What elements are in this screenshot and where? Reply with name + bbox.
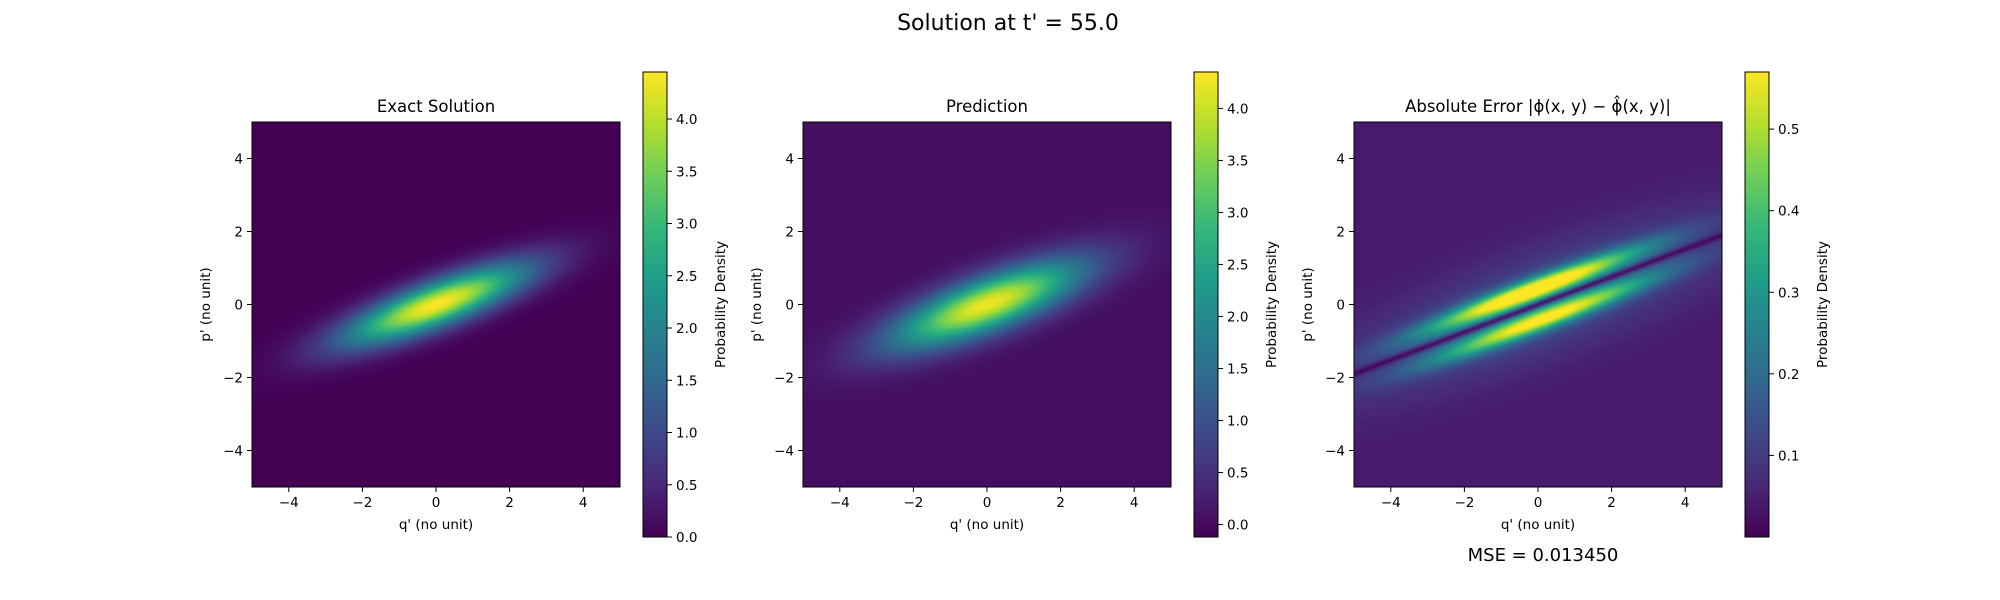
colorbar-tick-label: 2.5 — [1227, 257, 1248, 273]
x-axis-label: q' (no unit) — [399, 517, 473, 533]
y-tick-label: 0 — [1336, 298, 1345, 314]
y-tick-label: −2 — [223, 371, 243, 387]
colorbar-tick-label: 1.5 — [1227, 361, 1248, 377]
y-tick-label: −2 — [1325, 371, 1345, 387]
panel-title: Exact Solution — [377, 97, 495, 116]
heatmap-image — [803, 122, 1171, 487]
panel-1: Exact Solution −4 −2 0 2 4 −4 −2 0 2 4 q' (no unit)… — [198, 71, 729, 546]
x-tick-label: 4 — [1130, 495, 1139, 511]
colorbar-tick-label: 4.0 — [676, 112, 697, 128]
x-axis-label: q' (no unit) — [950, 517, 1024, 533]
x-tick-label: 4 — [579, 495, 588, 511]
colorbar-tick-label: 1.0 — [1227, 413, 1248, 429]
panel-2: Prediction −4 −2 0 2 4 −4 −2 0 2 4 q' (no unit) p' (… — [749, 71, 1280, 538]
colorbar-tick-label: 0.1 — [1778, 448, 1799, 464]
colorbar-tick-label: 3.5 — [1227, 153, 1248, 169]
colorbar-tick-label: 3.0 — [676, 217, 697, 233]
colorbar-label: Probability Density — [713, 241, 729, 368]
x-tick-label: −2 — [352, 495, 372, 511]
y-tick-label: 2 — [1336, 225, 1345, 241]
x-tick-label: 4 — [1681, 495, 1690, 511]
x-tick-label: −4 — [830, 495, 850, 511]
colorbar-tick-label: 2.0 — [1227, 309, 1248, 325]
mse-label: MSE = 0.013450 — [1468, 545, 1619, 566]
y-axis-label: p' (no unit) — [1300, 267, 1316, 341]
y-tick-label: 4 — [785, 152, 794, 168]
colorbar-tick-label: 0.5 — [1778, 122, 1799, 138]
x-tick-label: 0 — [432, 495, 441, 511]
colorbar-tick-label: 0.5 — [676, 478, 697, 494]
heatmap-image — [1354, 122, 1722, 487]
colorbar-tick-label: 0.5 — [1227, 466, 1248, 482]
heatmap-image — [252, 122, 620, 487]
colorbar-label: Probability Density — [1815, 241, 1831, 368]
y-tick-label: 2 — [234, 225, 243, 241]
x-tick-label: 2 — [1607, 495, 1616, 511]
colorbar-tick-label: 0.0 — [1227, 518, 1248, 534]
y-tick-label: −4 — [1325, 444, 1345, 460]
y-tick-label: 4 — [1336, 152, 1345, 168]
panel-3: Absolute Error |ϕ(x, y) − ϕ̂(x, y)| −4 −2 0… — [1300, 71, 1831, 538]
colorbar-tick-label: 1.5 — [676, 373, 697, 389]
colorbar — [642, 71, 668, 538]
colorbar-label: Probability Density — [1264, 241, 1280, 368]
y-tick-label: −4 — [223, 444, 243, 460]
y-tick-label: −4 — [774, 444, 794, 460]
colorbar-tick-label: 0.0 — [676, 530, 697, 546]
colorbar-tick-label: 1.0 — [676, 426, 697, 442]
colorbar-tick-label: 0.2 — [1778, 367, 1799, 383]
y-axis-label: p' (no unit) — [198, 267, 214, 341]
x-tick-label: 2 — [505, 495, 514, 511]
colorbar-tick-label: 2.5 — [676, 269, 697, 285]
y-tick-label: −2 — [774, 371, 794, 387]
x-tick-label: −4 — [1381, 495, 1401, 511]
figure-title: Solution at t' = 55.0 — [897, 11, 1119, 36]
colorbar-tick-label: 0.4 — [1778, 204, 1799, 220]
x-tick-label: −4 — [279, 495, 299, 511]
colorbar — [1193, 71, 1219, 538]
y-axis-label: p' (no unit) — [749, 267, 765, 341]
panels: Exact Solution −4 −2 0 2 4 −4 −2 0 2 4 q' (no unit)… — [198, 71, 1831, 546]
y-tick-label: 4 — [234, 152, 243, 168]
colorbar-tick-label: 2.0 — [676, 321, 697, 337]
x-tick-label: −2 — [903, 495, 923, 511]
x-tick-label: 0 — [1534, 495, 1543, 511]
x-axis-label: q' (no unit) — [1501, 517, 1575, 533]
panel-title: Absolute Error |ϕ(x, y) − ϕ̂(x, y)| — [1405, 96, 1671, 116]
x-tick-label: −2 — [1454, 495, 1474, 511]
y-tick-label: 0 — [785, 298, 794, 314]
x-tick-label: 0 — [983, 495, 992, 511]
x-tick-label: 2 — [1056, 495, 1065, 511]
colorbar-tick-label: 0.3 — [1778, 285, 1799, 301]
colorbar — [1744, 71, 1770, 538]
colorbar-tick-label: 4.0 — [1227, 101, 1248, 117]
y-tick-label: 2 — [785, 225, 794, 241]
colorbar-tick-label: 3.0 — [1227, 205, 1248, 221]
y-tick-label: 0 — [234, 298, 243, 314]
colorbar-tick-label: 3.5 — [676, 164, 697, 180]
panel-title: Prediction — [946, 97, 1028, 116]
